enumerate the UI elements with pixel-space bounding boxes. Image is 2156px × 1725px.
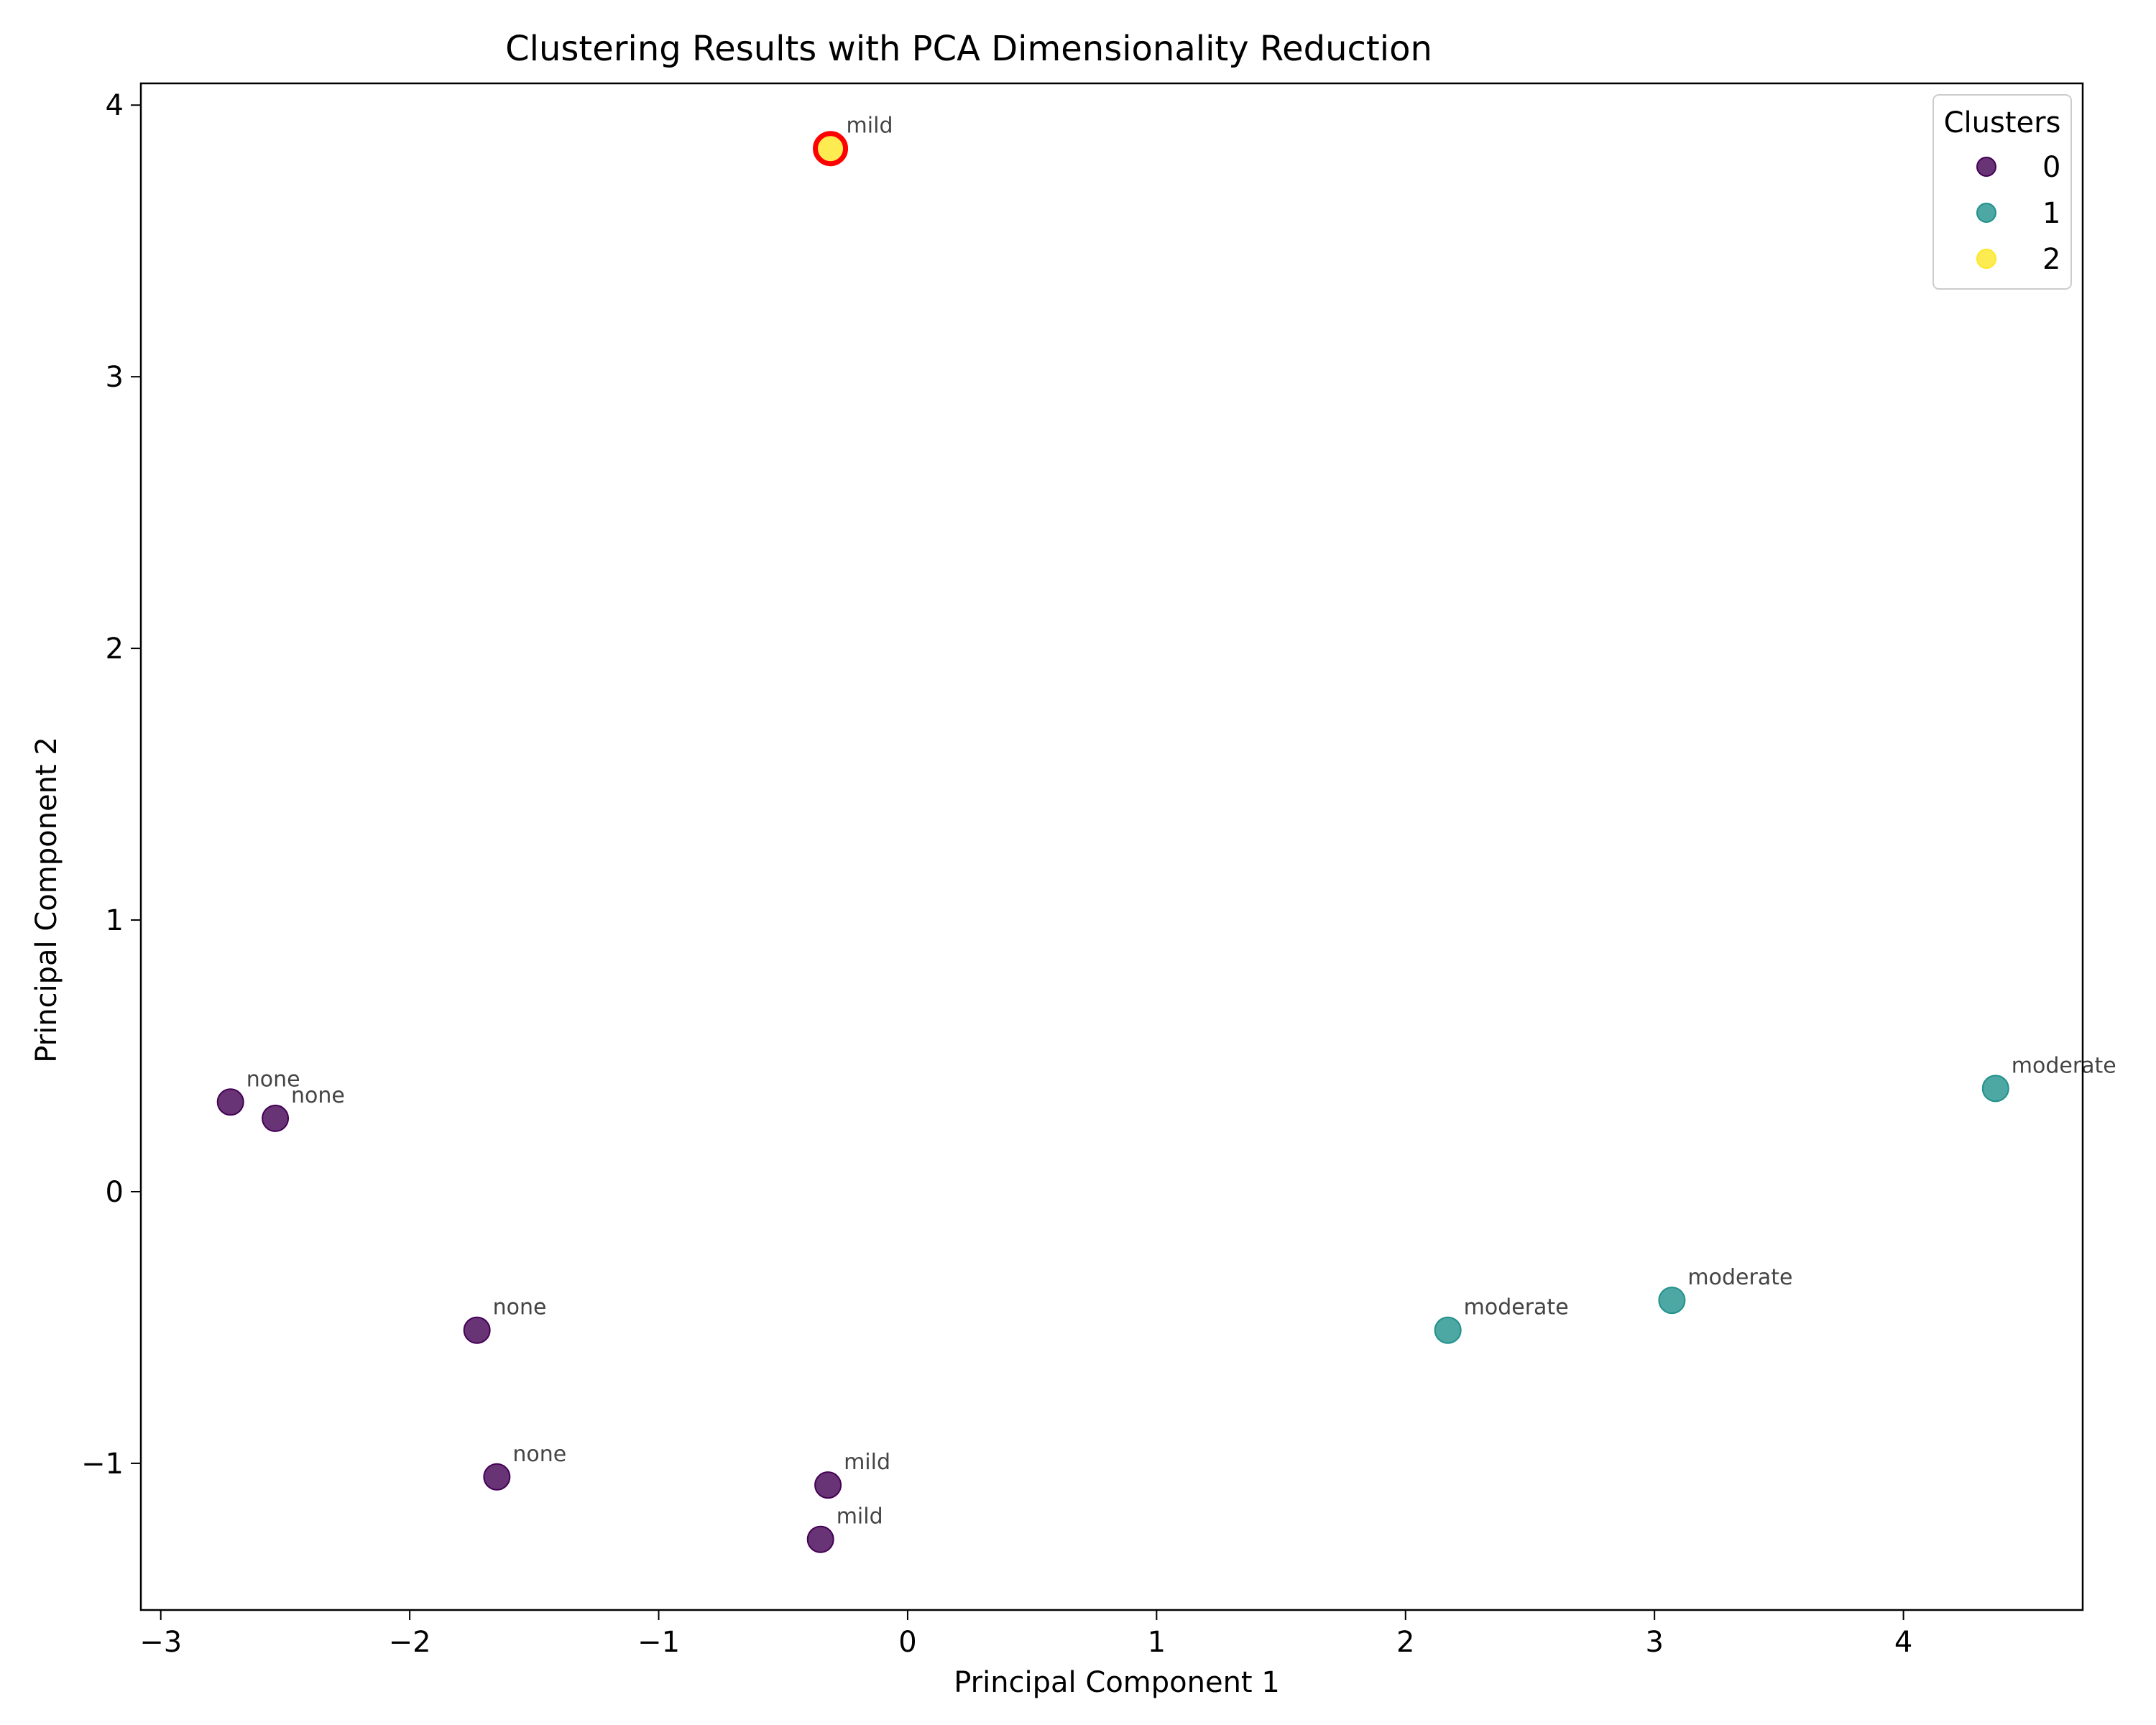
point-annotation: mild [847,114,893,139]
axis-ticks: −3 −2 −1 0 1 2 3 4 −1 0 1 2 3 4 [81,89,1912,1659]
x-tick-label: 4 [1894,1626,1912,1659]
legend-title: Clusters [1944,106,2061,139]
legend-entries: 0 1 2 [1976,151,2060,276]
x-tick-label: −3 [139,1626,182,1659]
scatter-point [813,131,849,167]
y-tick-label: 0 [106,1176,124,1209]
x-tick-label: −1 [637,1626,680,1659]
point-annotation: none [247,1067,300,1092]
x-tick-label: 3 [1645,1626,1663,1659]
point-annotation: mild [837,1504,883,1530]
x-axis-label: Principal Component 1 [954,1666,1280,1699]
point-annotation: moderate [2012,1053,2116,1078]
scatter-point [1434,1316,1462,1344]
y-tick-label: 4 [106,89,124,122]
chart-title: Clustering Results with PCA Dimensionali… [505,29,1432,69]
legend-label: 1 [2042,197,2060,230]
scatter-point [483,1463,511,1491]
point-annotation: mild [844,1450,890,1475]
y-axis-label: Principal Component 2 [30,737,63,1063]
y-tick-label: 2 [106,632,124,666]
legend-marker [1976,249,1996,269]
scatter-point [216,1088,244,1116]
point-annotation: none [291,1083,345,1108]
y-tick-label: 3 [106,361,124,394]
point-annotation: moderate [1464,1295,1569,1320]
x-tick-label: −2 [389,1626,431,1659]
scatter-point [814,1471,842,1499]
legend-marker [1976,203,1996,223]
point-annotation: moderate [1687,1265,1792,1290]
scatter-point [1981,1075,2009,1103]
legend-marker [1976,157,1996,177]
scatter-point [463,1316,491,1344]
point-annotation: none [512,1442,566,1467]
scatter-point [806,1525,834,1553]
data-points [216,131,2009,1553]
plot-frame [139,82,2084,1611]
legend-label: 0 [2042,151,2060,184]
scatter-point [262,1104,290,1132]
y-tick-label: −1 [81,1448,124,1481]
scatter-point [1658,1287,1686,1315]
legend-box [1932,94,2072,290]
x-tick-label: 0 [898,1626,916,1659]
legend: Clusters 0 1 2 [1932,94,2072,290]
legend-label: 2 [2042,243,2060,276]
point-annotation: none [493,1295,547,1320]
y-tick-label: 1 [106,904,124,937]
x-tick-label: 1 [1148,1626,1166,1659]
x-tick-label: 2 [1396,1626,1414,1659]
